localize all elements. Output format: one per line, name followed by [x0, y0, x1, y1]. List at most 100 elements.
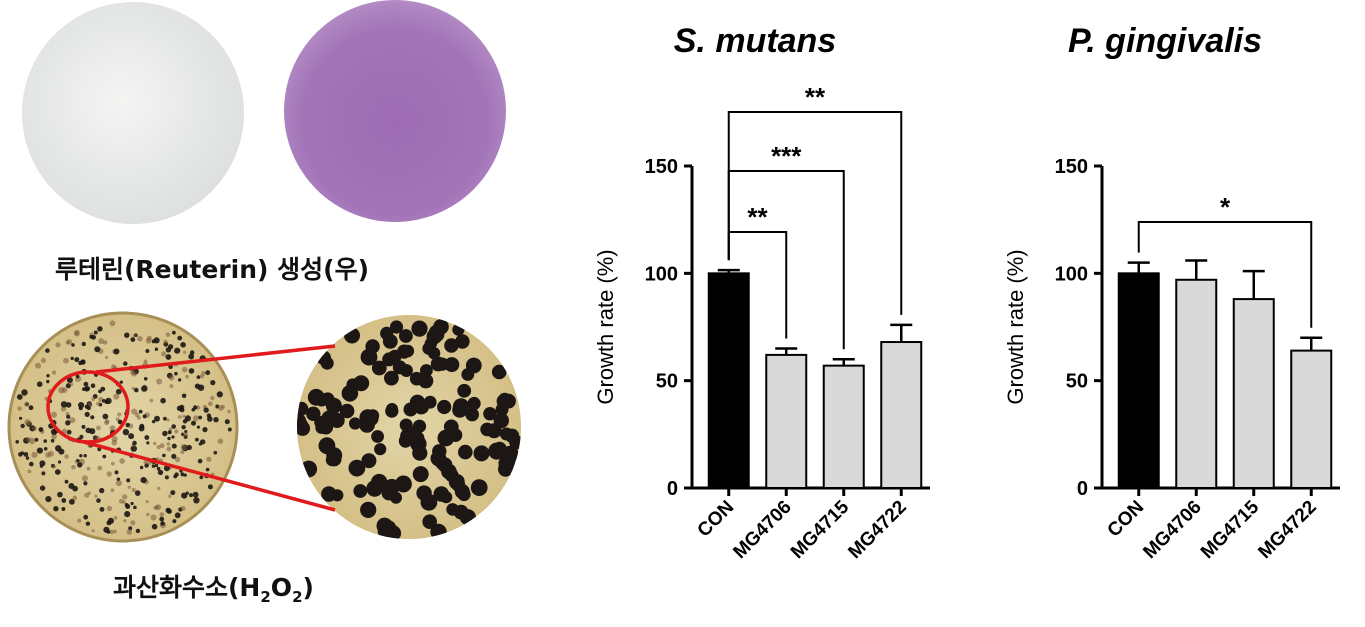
colony-dot: [150, 514, 157, 521]
colony-dot: [198, 415, 203, 420]
colony-dot: [171, 424, 176, 429]
reuterin-plates: [22, 0, 506, 224]
colony-dot: [91, 397, 96, 402]
colony-dot: [181, 425, 186, 430]
colony-dot: [206, 413, 212, 418]
colony-dot: [195, 437, 199, 442]
colony-dot: [371, 430, 384, 443]
colony-dot: [71, 343, 75, 347]
colony-dot: [458, 444, 473, 460]
colony-dot: [113, 516, 118, 520]
colony-dot: [26, 421, 31, 426]
colony-dot: [124, 511, 131, 518]
colony-dot: [371, 360, 387, 376]
colony-dot: [55, 342, 61, 348]
colony-dot: [90, 415, 95, 420]
colony-dot: [193, 405, 198, 410]
colony-dot: [83, 481, 88, 486]
colony-dot: [153, 441, 157, 446]
colony-dot: [457, 383, 472, 398]
bar-mg4706: [765, 353, 808, 490]
bar-mg4706: [1175, 278, 1218, 490]
colony-dot: [213, 450, 218, 455]
y-axis-label: Growth rate (%): [1003, 249, 1028, 404]
colony-dot: [106, 520, 112, 526]
colony-dot: [27, 469, 32, 474]
colony-dot: [196, 375, 201, 379]
x-tick-label: CON: [694, 497, 739, 542]
colony-dot: [74, 357, 80, 363]
colony-dot: [160, 521, 165, 526]
bar-mg4722: [1290, 349, 1333, 490]
colony-dot: [99, 487, 105, 494]
colony-dot: [154, 505, 160, 510]
colony-dot: [113, 529, 117, 534]
colony-dot: [83, 381, 89, 387]
colony-dot: [156, 466, 161, 471]
colony-dot: [25, 456, 30, 460]
colony-dot: [111, 435, 118, 442]
colony-dot: [189, 350, 195, 355]
colony-dot: [85, 386, 91, 391]
colony-dot: [344, 327, 360, 344]
colony-dot: [52, 464, 56, 469]
y-tick-label: 0: [667, 478, 678, 500]
colony-dot: [39, 464, 44, 468]
colony-dot: [341, 385, 359, 402]
colony-dot: [106, 471, 112, 477]
x-tick-label: CON: [1104, 497, 1149, 542]
colony-dot: [36, 447, 44, 454]
bar-con: [1117, 272, 1160, 490]
colony-dot: [46, 379, 50, 384]
colony-dot: [135, 412, 140, 418]
colony-dot: [154, 415, 160, 422]
colony-dot: [169, 384, 174, 389]
colony-dot: [125, 504, 131, 509]
colony-dot: [50, 439, 55, 443]
colony-dot: [65, 340, 70, 345]
colony-dot: [491, 364, 507, 380]
colony-dot: [142, 414, 147, 419]
colony-dot: [205, 467, 210, 472]
colony-dot: [380, 326, 394, 340]
colony-dot: [183, 350, 187, 354]
colony-dot: [151, 523, 158, 530]
colony-dot: [19, 416, 23, 420]
colony-dot: [134, 490, 141, 496]
colony-dot: [45, 452, 51, 458]
colony-dot: [60, 406, 67, 412]
colony-dot: [218, 405, 224, 411]
colony-dot: [183, 473, 187, 477]
colony-dot: [21, 389, 28, 396]
colony-dot: [69, 498, 75, 505]
colony-dot: [314, 392, 329, 407]
bar-con: [707, 272, 750, 490]
colony-dot: [81, 424, 86, 429]
colony-dot: [143, 377, 148, 381]
colony-dot: [453, 504, 469, 520]
colony-dot: [99, 507, 105, 512]
colony-dot: [370, 473, 388, 491]
colony-dot: [360, 501, 377, 518]
colony-dot: [185, 374, 190, 379]
colony-dot: [102, 413, 109, 420]
colony-dot: [69, 382, 74, 387]
colony-dot: [100, 386, 106, 392]
colony-dot: [137, 335, 143, 342]
colony-dot: [180, 505, 186, 511]
colony-dot: [77, 462, 83, 468]
colony-dot: [392, 360, 407, 375]
colony-dot: [493, 412, 509, 429]
colony-dot: [71, 464, 76, 470]
y-tick-label: 0: [1077, 478, 1088, 500]
colony-dot: [78, 360, 83, 366]
colony-dot: [366, 409, 380, 422]
colony-dot: [427, 347, 441, 360]
y-tick-label: 50: [1066, 371, 1088, 393]
colony-dot: [25, 436, 31, 443]
colony-dot: [182, 414, 186, 418]
colony-dot: [452, 398, 470, 415]
colony-dot: [318, 437, 336, 455]
colony-dot: [32, 426, 37, 431]
